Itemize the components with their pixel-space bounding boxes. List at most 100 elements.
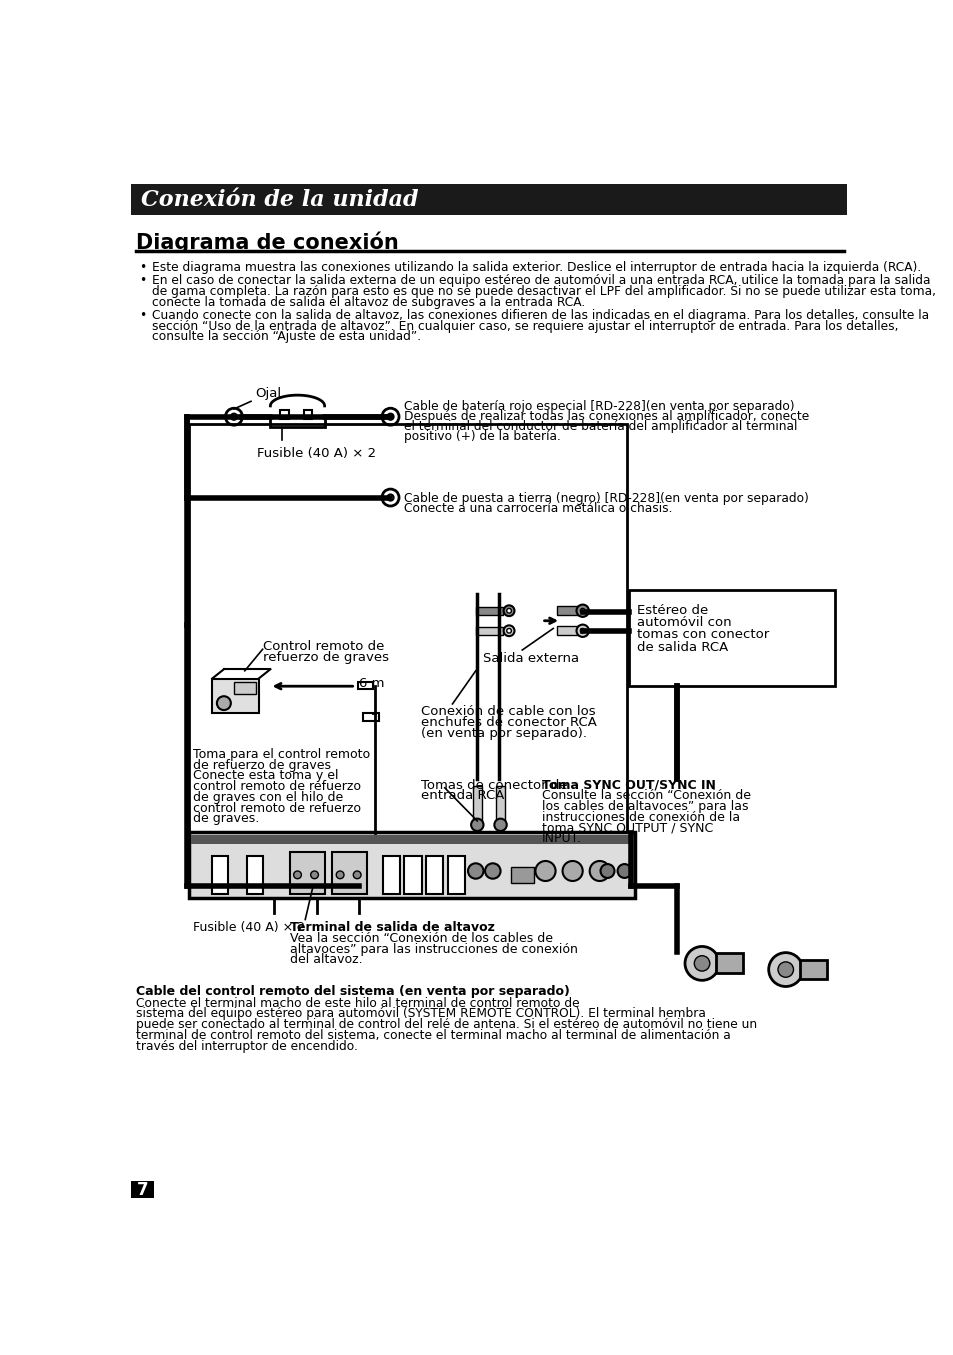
Circle shape (617, 864, 631, 878)
Bar (404, 855, 421, 894)
Text: Tomas de conector de: Tomas de conector de (421, 779, 568, 791)
Text: Cable de batería rojo especial [RD-228](en venta por separado): Cable de batería rojo especial [RD-228](… (404, 400, 794, 413)
Text: Vea la sección “Conexión de los cables de: Vea la sección “Conexión de los cables d… (290, 932, 552, 944)
Circle shape (535, 860, 555, 881)
Text: Consulte la sección “Conexión de: Consulte la sección “Conexión de (541, 790, 750, 802)
Bar (191, 835, 633, 844)
Circle shape (216, 696, 231, 710)
Bar (131, 1182, 154, 1198)
Bar (280, 411, 289, 419)
Bar (247, 855, 262, 894)
Text: Salida externa: Salida externa (483, 652, 579, 664)
Text: •: • (139, 262, 147, 274)
Circle shape (589, 860, 609, 881)
Bar (496, 786, 505, 821)
Text: sistema del equipo estéreo para automóvil (SYSTEM REMOTE CONTROL). El terminal h: sistema del equipo estéreo para automóvi… (136, 1007, 705, 1020)
Text: 6 m: 6 m (359, 678, 385, 690)
Circle shape (576, 625, 588, 637)
Bar (557, 626, 579, 635)
Text: (en venta por separado).: (en venta por separado). (421, 728, 587, 740)
Text: de graves con el hilo de: de graves con el hilo de (193, 791, 343, 804)
Text: consulte la sección “Ajuste de esta unidad”.: consulte la sección “Ajuste de esta unid… (152, 331, 420, 343)
Text: de gama completa. La razón para esto es que no se puede desactivar el LPF del am: de gama completa. La razón para esto es … (152, 285, 935, 298)
Bar (557, 606, 579, 615)
Bar (189, 832, 634, 898)
Text: Fusible (40 A) × 2: Fusible (40 A) × 2 (257, 447, 375, 461)
Text: refuerzo de graves: refuerzo de graves (262, 650, 388, 664)
Bar (212, 679, 258, 713)
Bar (472, 786, 481, 821)
Bar (799, 959, 826, 978)
Text: toma SYNC OUTPUT / SYNC: toma SYNC OUTPUT / SYNC (541, 821, 712, 835)
Bar (357, 682, 373, 690)
Bar (131, 184, 846, 215)
Bar (189, 424, 626, 886)
Text: sección “Uso de la entrada de altavoz”. En cualquier caso, se requiere ajustar e: sección “Uso de la entrada de altavoz”. … (152, 320, 898, 333)
Circle shape (503, 606, 514, 617)
Text: Conexión de la unidad: Conexión de la unidad (141, 188, 418, 210)
Bar (332, 852, 367, 894)
Text: del altavoz.: del altavoz. (290, 954, 362, 966)
Text: tomas con conector: tomas con conector (637, 629, 768, 641)
Circle shape (506, 608, 511, 612)
Circle shape (484, 863, 500, 878)
Bar (363, 713, 378, 721)
Text: Conexión de cable con los: Conexión de cable con los (421, 706, 596, 718)
Circle shape (778, 962, 793, 977)
Text: positivo (+) de la batería.: positivo (+) de la batería. (404, 430, 560, 443)
Circle shape (562, 860, 582, 881)
Circle shape (684, 946, 719, 980)
Text: Conecte a una carrocería metálica o chasis.: Conecte a una carrocería metálica o chas… (404, 503, 672, 515)
Text: Terminal de salida de altavoz: Terminal de salida de altavoz (290, 921, 494, 934)
Text: Ojal: Ojal (254, 386, 281, 400)
Bar (290, 852, 324, 894)
Text: Fusible (40 A) × 2: Fusible (40 A) × 2 (193, 921, 305, 934)
Text: Cable del control remoto del sistema (en venta por separado): Cable del control remoto del sistema (en… (136, 985, 570, 999)
Bar (510, 867, 534, 882)
Text: Estéreo de: Estéreo de (637, 604, 707, 617)
Bar (447, 855, 464, 894)
Bar (233, 683, 255, 694)
Text: control remoto de refuerzo: control remoto de refuerzo (193, 780, 360, 793)
Text: •: • (139, 309, 147, 322)
Circle shape (576, 604, 588, 617)
Text: Cable de puesta a tierra (negro) [RD-228](en venta por separado): Cable de puesta a tierra (negro) [RD-228… (404, 492, 808, 505)
Text: control remoto de refuerzo: control remoto de refuerzo (193, 802, 360, 814)
Text: Después de realizar todas las conexiones al amplificador, conecte: Después de realizar todas las conexiones… (404, 409, 809, 423)
Text: En el caso de conectar la salida externa de un equipo estéreo de automóvil a una: En el caso de conectar la salida externa… (152, 274, 929, 287)
Bar (476, 607, 502, 615)
Text: puede ser conectado al terminal de control del relé de antena. Si el estéreo de : puede ser conectado al terminal de contr… (136, 1018, 757, 1031)
Bar (629, 589, 834, 686)
Bar (476, 627, 502, 634)
Circle shape (494, 818, 506, 831)
Text: de refuerzo de graves: de refuerzo de graves (193, 759, 331, 771)
Text: Cuando conecte con la salida de altavoz, las conexiones difieren de las indicada: Cuando conecte con la salida de altavoz,… (152, 309, 928, 322)
Text: automóvil con: automóvil con (637, 617, 731, 629)
Text: Conecte esta toma y el: Conecte esta toma y el (193, 770, 338, 782)
Bar (212, 855, 228, 894)
Text: altavoces” para las instrucciones de conexión: altavoces” para las instrucciones de con… (290, 943, 577, 955)
Circle shape (503, 626, 514, 635)
Text: terminal de control remoto del sistema, conecte el terminal macho al terminal de: terminal de control remoto del sistema, … (136, 1028, 730, 1042)
Text: el terminal del conductor de batería del amplificador al terminal: el terminal del conductor de batería del… (404, 420, 797, 432)
Circle shape (311, 871, 318, 878)
Circle shape (768, 953, 802, 986)
Circle shape (335, 871, 344, 878)
Text: Toma SYNC OUT/SYNC IN: Toma SYNC OUT/SYNC IN (541, 779, 715, 791)
Circle shape (694, 955, 709, 972)
Text: instrucciones de conexión de la: instrucciones de conexión de la (541, 810, 739, 824)
Bar (270, 417, 324, 427)
Text: Diagrama de conexión: Diagrama de conexión (136, 232, 398, 253)
Circle shape (294, 871, 301, 878)
Text: entrada RCA: entrada RCA (421, 790, 504, 802)
Text: INPUT.: INPUT. (541, 832, 581, 846)
Bar (303, 411, 312, 419)
Text: •: • (139, 274, 147, 287)
Text: enchufes de conector RCA: enchufes de conector RCA (421, 717, 597, 729)
Text: de graves.: de graves. (193, 813, 259, 825)
Circle shape (353, 871, 360, 878)
Circle shape (599, 864, 614, 878)
Circle shape (579, 608, 584, 612)
Text: través del interruptor de encendido.: través del interruptor de encendido. (136, 1039, 357, 1053)
Circle shape (468, 863, 483, 878)
